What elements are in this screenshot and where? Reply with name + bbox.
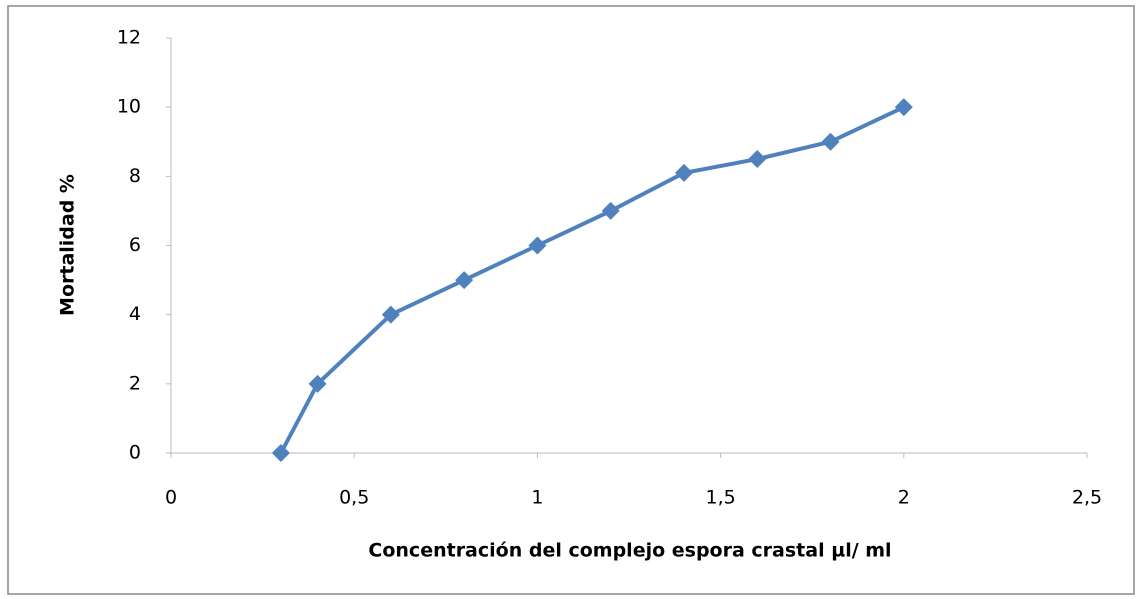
x-tick-label: 2 — [898, 487, 910, 509]
chart-frame — [7, 5, 1135, 595]
y-tick-label: 10 — [117, 96, 141, 118]
data-point — [674, 163, 693, 182]
data-point — [455, 271, 474, 290]
data-point — [308, 374, 327, 393]
y-tick-label: 12 — [117, 27, 141, 49]
y-tick-label: 0 — [129, 442, 141, 464]
x-tick-label: 1 — [531, 487, 543, 509]
x-tick-label: 2,5 — [1072, 487, 1102, 509]
x-tick-label: 0,5 — [339, 487, 369, 509]
x-tick-label: 0 — [165, 487, 177, 509]
y-tick-label: 8 — [129, 165, 141, 187]
data-point — [528, 236, 547, 255]
y-tick-label: 6 — [129, 234, 141, 256]
data-point — [821, 132, 840, 151]
x-axis-title: Concentración del complejo espora crasta… — [368, 540, 891, 562]
x-tick-label: 1,5 — [705, 487, 735, 509]
data-point — [271, 444, 290, 462]
series-line — [279, 105, 905, 454]
y-axis-title: Mortalidad % — [57, 174, 79, 316]
data-point — [748, 150, 767, 169]
y-tick-label: 2 — [129, 372, 141, 394]
data-point — [894, 98, 913, 117]
data-point — [601, 201, 620, 220]
data-point — [381, 305, 400, 324]
y-tick-label: 4 — [129, 303, 141, 325]
